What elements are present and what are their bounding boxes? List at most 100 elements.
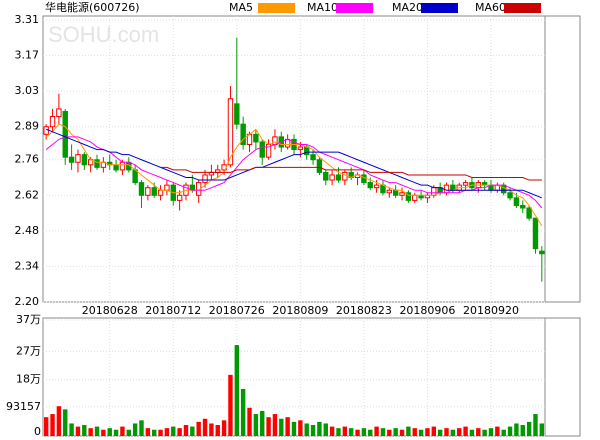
volume-bar — [164, 428, 170, 436]
candle-body — [227, 98, 234, 166]
volume-bar — [444, 428, 449, 436]
legend-swatch — [504, 3, 541, 13]
candle-body — [373, 184, 380, 189]
volume-bar — [501, 429, 506, 436]
y-tick-label: 2.76 — [15, 153, 40, 166]
chart-title: 华电能源(600726) — [45, 0, 140, 14]
y-tick-label: 3.31 — [15, 13, 40, 26]
x-tick-label: 20180628 — [82, 304, 138, 317]
volume-bar — [336, 428, 341, 436]
volume-bar — [152, 429, 157, 436]
volume-bar — [266, 417, 271, 436]
volume-bar — [457, 428, 462, 436]
candle-body — [361, 174, 367, 184]
ma-line — [45, 128, 543, 199]
candle-body — [399, 192, 405, 196]
candle-body — [392, 189, 399, 196]
candle-body — [157, 189, 164, 196]
legend-label: MA60 — [475, 1, 506, 14]
candle-body — [138, 182, 145, 196]
volume-bar — [482, 429, 487, 436]
volume-bar — [418, 429, 424, 436]
volume-bar — [495, 426, 500, 436]
volume-bar — [171, 426, 176, 436]
y-tick-label: 3.03 — [15, 84, 40, 97]
volume-bar — [355, 429, 360, 436]
candle-body — [49, 116, 56, 128]
volume-tick-label: 37万 — [16, 313, 41, 326]
candle-body — [310, 154, 316, 161]
volume-bar — [209, 423, 214, 436]
volume-bar — [399, 429, 405, 436]
y-tick-label: 2.34 — [15, 259, 40, 272]
volume-frame — [42, 317, 581, 437]
volume-bar — [406, 426, 411, 436]
volume-bar — [101, 429, 106, 436]
ma-line — [45, 123, 543, 227]
y-tick-label: 2.20 — [15, 295, 40, 308]
volume-bar — [113, 429, 119, 436]
volume-bar — [387, 429, 392, 436]
volume-bar — [380, 428, 386, 436]
x-tick-label: 20180712 — [145, 304, 201, 317]
candle-body — [240, 123, 246, 145]
watermark: SOHU.com — [48, 22, 159, 47]
candle-body — [253, 133, 259, 143]
price-frame — [42, 15, 581, 303]
volume-bar — [43, 417, 49, 436]
candle-body — [259, 141, 265, 158]
volume-bar — [348, 428, 354, 436]
volume-bar — [120, 426, 125, 436]
volume-bar — [291, 421, 297, 436]
candle-body — [81, 154, 88, 166]
candle-body — [119, 161, 126, 171]
volume-bar — [139, 420, 144, 436]
volume-bar — [463, 426, 468, 436]
volume-bar — [183, 425, 189, 436]
volume-bar — [298, 420, 303, 436]
volume-bar — [393, 428, 398, 436]
candle-body — [342, 171, 348, 181]
volume-bar — [94, 426, 100, 436]
candle-body — [234, 103, 240, 125]
candle-body — [335, 174, 342, 181]
candle-body — [56, 108, 62, 118]
volume-bar — [50, 414, 55, 436]
volume-bar — [437, 429, 443, 436]
volume-bar — [272, 414, 278, 436]
candle-body — [520, 204, 526, 209]
volume-bar — [329, 426, 335, 436]
volume-bar — [260, 410, 265, 436]
volume-bar — [520, 425, 525, 436]
volume-bar — [374, 426, 379, 436]
candle-body — [151, 187, 157, 196]
volume-bar — [317, 421, 322, 436]
ma-line — [160, 166, 542, 181]
legend-swatch — [258, 3, 295, 13]
volume-bar — [234, 345, 240, 436]
volume-bar — [526, 421, 532, 436]
candle-body — [539, 250, 545, 255]
volume-bar — [145, 428, 151, 436]
volume-tick-label: 27万 — [16, 344, 41, 357]
volume-bar — [69, 423, 74, 436]
x-tick-label: 20180726 — [209, 304, 265, 317]
volume-bar — [88, 428, 93, 436]
ma-line — [45, 136, 543, 209]
volume-bar — [507, 426, 513, 436]
candle-body — [323, 171, 329, 181]
volume-bar — [412, 428, 417, 436]
volume-bar — [190, 426, 195, 436]
volume-bar — [253, 414, 259, 436]
candle-body — [329, 174, 335, 181]
x-tick-label: 20180920 — [463, 304, 519, 317]
volume-bar — [63, 409, 68, 436]
candle-body — [68, 156, 75, 163]
candle-body — [176, 194, 183, 201]
volume-bar — [75, 426, 81, 436]
candle-body — [526, 207, 532, 219]
candle-body — [405, 192, 412, 201]
candle-body — [513, 197, 520, 206]
